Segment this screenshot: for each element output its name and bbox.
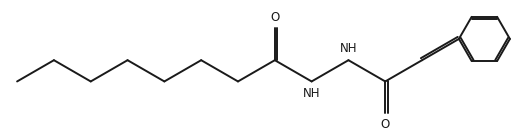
Text: O: O — [270, 11, 279, 24]
Text: NH: NH — [340, 42, 357, 55]
Text: NH: NH — [303, 87, 320, 100]
Text: O: O — [380, 118, 390, 131]
